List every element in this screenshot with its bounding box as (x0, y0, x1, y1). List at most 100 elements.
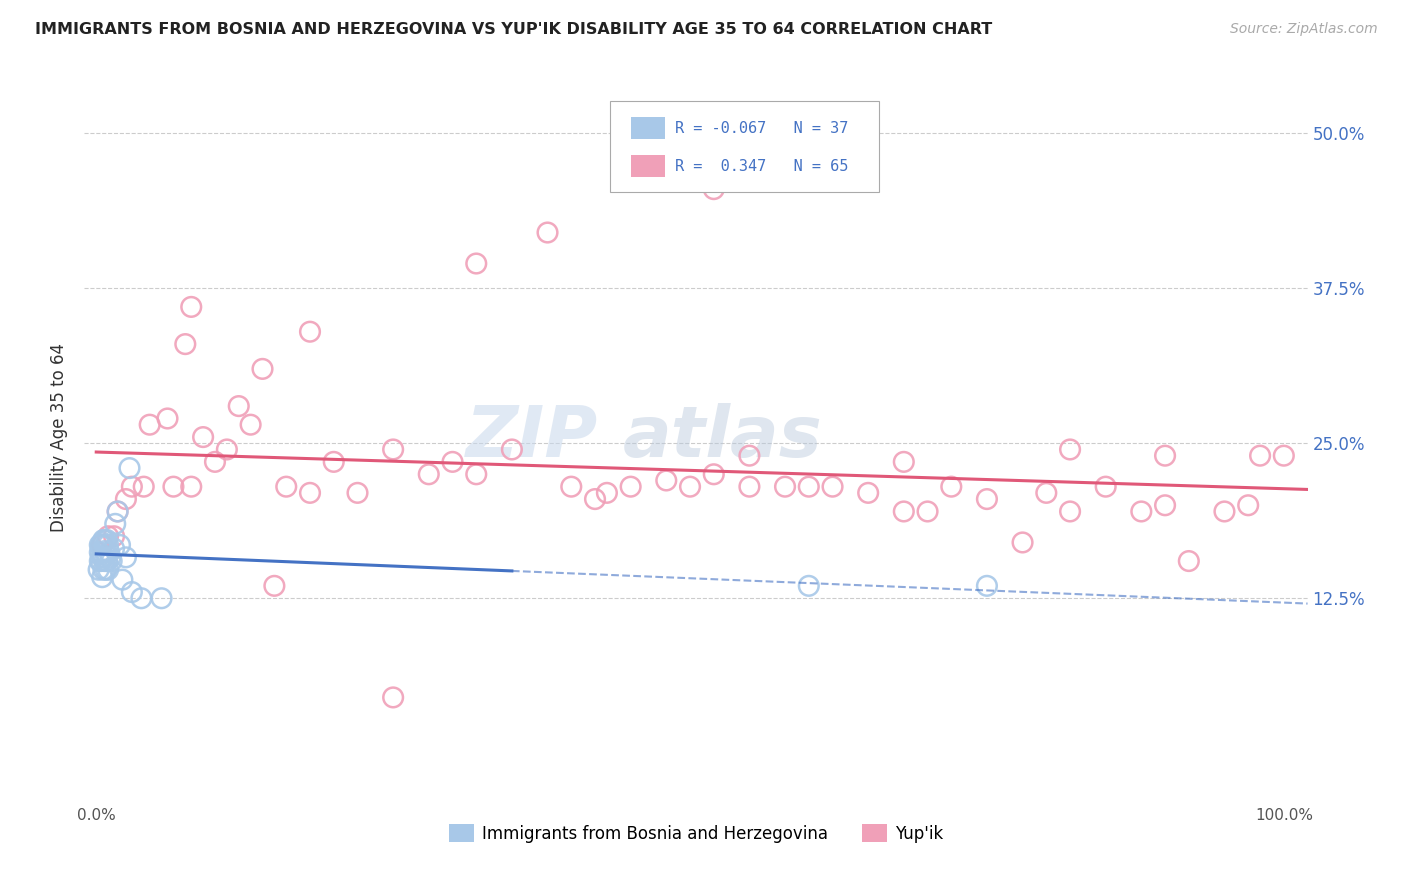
Point (104, 516, 127, 531)
Point (298, 325, 321, 339)
Point (465, 467, 488, 482)
Point (465, 256, 488, 270)
Point (821, 480, 844, 494)
Point (180, 300, 202, 314)
Text: IMMIGRANTS FROM BOSNIA AND HERZEGOVINA VS YUP'IK DISABILITY AGE 35 TO 64 CORRELA: IMMIGRANTS FROM BOSNIA AND HERZEGOVINA V… (35, 22, 993, 37)
Point (1035, 486, 1057, 500)
Point (583, 491, 606, 506)
Point (93, 533, 115, 547)
Point (91, 538, 114, 552)
Point (98, 545, 121, 559)
Text: R = -0.067   N = 37: R = -0.067 N = 37 (675, 121, 849, 136)
Point (263, 579, 285, 593)
Point (1059, 504, 1081, 518)
Point (501, 442, 523, 457)
Point (976, 491, 998, 506)
Text: atlas: atlas (623, 402, 823, 472)
Point (1130, 504, 1153, 518)
Point (382, 442, 405, 457)
Bar (631, 118, 665, 139)
Point (93, 563, 115, 577)
Point (560, 480, 582, 494)
Bar (631, 155, 665, 178)
Point (89, 554, 111, 568)
Point (418, 467, 440, 482)
Point (773, 480, 796, 494)
Point (893, 504, 915, 518)
Point (1011, 535, 1033, 549)
Point (976, 579, 998, 593)
Point (215, 442, 238, 457)
Point (93, 550, 115, 565)
Point (93, 554, 115, 568)
Point (100, 554, 122, 568)
Legend: Immigrants from Bosnia and Herzegovina, Yup'ik: Immigrants from Bosnia and Herzegovina, … (441, 818, 950, 849)
Point (298, 486, 321, 500)
Point (1094, 480, 1116, 494)
Point (156, 411, 179, 425)
Point (703, 467, 725, 482)
Point (121, 585, 143, 599)
Point (180, 480, 202, 494)
Point (131, 591, 153, 606)
Point (941, 480, 963, 494)
Point (917, 504, 939, 518)
Point (382, 690, 405, 705)
Point (94, 563, 117, 577)
Point (1178, 554, 1201, 568)
Point (703, 182, 725, 196)
Point (856, 486, 879, 500)
Point (655, 474, 678, 488)
Text: ZIP: ZIP (465, 402, 598, 472)
Point (100, 550, 122, 565)
Point (536, 226, 558, 240)
Text: R =  0.347   N = 65: R = 0.347 N = 65 (675, 159, 849, 174)
Point (1237, 498, 1260, 512)
Point (90, 538, 112, 552)
Point (91, 535, 114, 549)
Point (107, 504, 129, 518)
Point (118, 461, 141, 475)
Point (174, 337, 197, 351)
Point (738, 480, 761, 494)
Point (1249, 449, 1271, 463)
Point (87, 563, 110, 577)
Point (96, 533, 118, 547)
Point (93, 533, 115, 547)
Point (90, 554, 112, 568)
Point (97, 563, 120, 577)
Point (239, 417, 262, 432)
Point (93, 544, 115, 558)
Point (1272, 449, 1295, 463)
Point (97, 529, 120, 543)
Point (276, 480, 298, 494)
Point (97, 538, 120, 552)
Point (441, 455, 464, 469)
Point (797, 480, 820, 494)
Point (107, 504, 129, 518)
Point (96, 554, 118, 568)
Point (132, 480, 155, 494)
Point (204, 455, 226, 469)
Point (162, 480, 184, 494)
Point (108, 538, 131, 552)
Point (346, 486, 368, 500)
Point (121, 480, 143, 494)
Point (679, 480, 702, 494)
Text: Source: ZipAtlas.com: Source: ZipAtlas.com (1230, 22, 1378, 37)
Point (89, 545, 111, 559)
Point (91, 550, 114, 565)
Point (103, 529, 125, 543)
Point (91, 570, 114, 584)
Point (1154, 449, 1177, 463)
Point (103, 541, 125, 556)
Point (252, 362, 274, 376)
Point (111, 573, 134, 587)
Point (115, 491, 138, 506)
Point (738, 449, 761, 463)
Point (797, 579, 820, 593)
Point (596, 486, 619, 500)
Point (1213, 504, 1236, 518)
FancyBboxPatch shape (610, 101, 880, 192)
Point (115, 550, 138, 565)
